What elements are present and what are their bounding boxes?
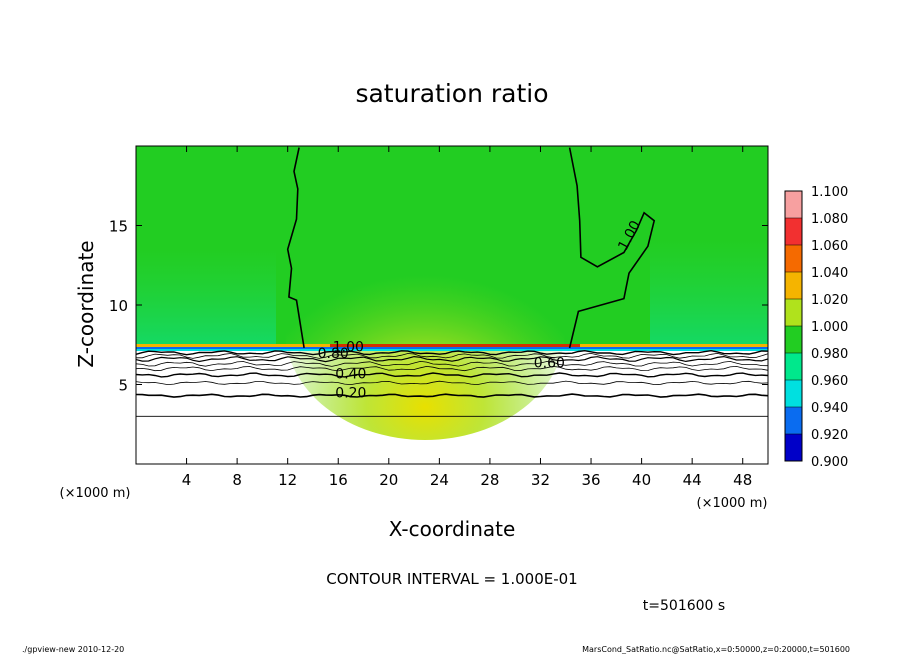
x-unit-right: (×1000 m) bbox=[697, 496, 768, 511]
contour-1.00-right bbox=[568, 147, 656, 349]
contour-line bbox=[135, 372, 769, 378]
contour-label: 0.60 bbox=[534, 355, 565, 371]
x-tick-label: 32 bbox=[531, 471, 550, 489]
chart-title: saturation ratio bbox=[355, 79, 548, 108]
y-axis-label: Z-coordinate bbox=[74, 240, 98, 367]
colorbar-swatch bbox=[785, 407, 802, 434]
contour-label: 0.40 bbox=[335, 367, 366, 383]
colorbar: 1.100 1.080 1.060 1.040 1.020 1.000 0.980 0.960… bbox=[784, 185, 848, 470]
y-tick-label: 10 bbox=[109, 297, 128, 315]
colorbar-swatch bbox=[785, 434, 802, 461]
colorbar-label: 1.060 bbox=[811, 239, 848, 254]
colorbar-label: 1.080 bbox=[811, 212, 848, 227]
colorbar-swatch bbox=[785, 218, 802, 245]
field-red-band bbox=[330, 344, 580, 347]
x-tick-label: 12 bbox=[278, 471, 297, 489]
x-tick-label: 44 bbox=[683, 471, 702, 489]
plot-area bbox=[136, 146, 768, 464]
x-tick-label: 36 bbox=[581, 471, 600, 489]
x-tick-label: 4 bbox=[182, 471, 192, 489]
field-cyan-band bbox=[136, 349, 768, 351]
colorbar-swatch bbox=[785, 245, 802, 272]
contour-label: 1.00 bbox=[333, 340, 364, 356]
x-tick-label: 20 bbox=[379, 471, 398, 489]
colorbar-swatch bbox=[785, 380, 802, 407]
contour-1.00-left bbox=[286, 147, 305, 349]
colorbar-swatch bbox=[785, 299, 802, 326]
colorbar-label: 1.100 bbox=[811, 185, 848, 200]
colorbar-label: 1.020 bbox=[811, 293, 848, 308]
colorbar-label: 1.040 bbox=[811, 266, 848, 281]
contour-lines bbox=[135, 147, 769, 417]
contour-labels: 1.000.800.600.400.201.00 bbox=[318, 218, 645, 402]
contour-label: 0.80 bbox=[318, 346, 349, 362]
colorbar-label: 0.980 bbox=[811, 347, 848, 362]
contour-line bbox=[135, 355, 769, 363]
x-tick-label: 24 bbox=[430, 471, 449, 489]
field-blue-band bbox=[136, 347, 768, 349]
x-tick-label: 16 bbox=[329, 471, 348, 489]
y-tick-label: 5 bbox=[118, 377, 128, 395]
colorbar-swatch bbox=[785, 326, 802, 353]
colorbar-label: 1.000 bbox=[811, 320, 848, 335]
colorbar-label: 0.920 bbox=[811, 428, 848, 443]
footer-right: MarsCond_SatRatio.nc@SatRatio,x=0:50000,… bbox=[582, 645, 850, 654]
time-label: t=501600 s bbox=[643, 598, 725, 614]
colorbar-swatch bbox=[785, 272, 802, 299]
field-cyan-left bbox=[136, 250, 276, 348]
contour-line bbox=[135, 365, 769, 372]
contour-line bbox=[135, 380, 769, 386]
x-tick-label: 40 bbox=[632, 471, 651, 489]
contour-label: 0.20 bbox=[335, 386, 366, 402]
colorbar-label: 0.960 bbox=[811, 374, 848, 389]
x-tick-label: 28 bbox=[480, 471, 499, 489]
x-axis: 4 8 12 16 20 24 28 32 36 40 44 48 bbox=[182, 146, 752, 489]
x-tick-label: 48 bbox=[733, 471, 752, 489]
y-axis: 5 10 15 bbox=[109, 218, 768, 395]
footer-left: ./gpview-new 2010-12-20 bbox=[22, 645, 124, 654]
y-tick-label: 15 bbox=[109, 218, 128, 236]
x-axis-label: X-coordinate bbox=[389, 517, 516, 541]
contour-line bbox=[136, 352, 769, 359]
colorbar-label: 0.900 bbox=[811, 455, 848, 470]
contour-line bbox=[135, 349, 769, 356]
contour-interval-note: CONTOUR INTERVAL = 1.000E-01 bbox=[326, 570, 577, 588]
colorbar-label: 0.940 bbox=[811, 401, 848, 416]
contour-line bbox=[135, 393, 769, 398]
field-cyan-right bbox=[650, 240, 768, 348]
x-tick-label: 8 bbox=[232, 471, 242, 489]
colorbar-swatch bbox=[785, 353, 802, 380]
contour-line bbox=[135, 360, 769, 367]
colorbar-swatch bbox=[785, 191, 802, 218]
field-warm-bulge bbox=[285, 220, 565, 440]
x-unit-left: (×1000 m) bbox=[60, 486, 131, 501]
